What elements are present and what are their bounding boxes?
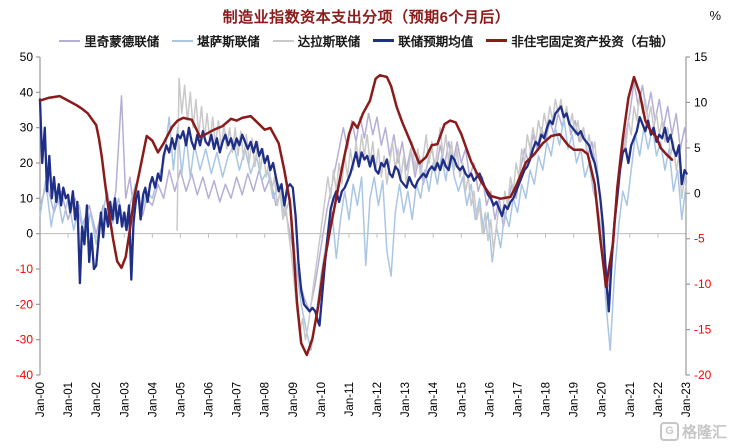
legend-label: 堪萨斯联储 — [197, 35, 260, 49]
x-axis-tick-label: Jan-04 — [147, 381, 159, 417]
left-axis-tick-label: 10 — [20, 191, 34, 205]
legend-item-dallas: 达拉斯联储 — [272, 31, 361, 50]
x-axis-tick-label: Jan-05 — [175, 382, 187, 417]
x-axis-tick-label: Jan-14 — [428, 381, 440, 417]
legend-label: 联储预期均值 — [398, 35, 474, 49]
nonres-investment-line-swatch-icon — [486, 39, 508, 42]
x-axis-tick-label: Jan-19 — [569, 382, 581, 417]
right-axis-tick-label: -10 — [694, 277, 712, 291]
dallas-line-swatch-icon — [272, 39, 294, 42]
x-axis-tick-label: Jan-07 — [232, 382, 244, 417]
x-axis-tick-label: Jan-10 — [316, 382, 328, 417]
legend-item-fed-mean: 联储预期均值 — [373, 31, 473, 50]
x-axis-tick-label: Jan-16 — [484, 382, 496, 417]
x-axis-tick-label: Jan-11 — [344, 382, 356, 416]
x-axis-tick-label: Jan-15 — [456, 382, 468, 417]
legend-item-kansas: 堪萨斯联储 — [172, 31, 260, 50]
right-axis-tick-label: 15 — [694, 50, 708, 64]
watermark: G 格隆汇 — [659, 421, 727, 442]
x-axis-tick-label: Jan-17 — [512, 382, 524, 417]
legend-item-richmond: 里奇蒙德联储 — [59, 31, 159, 50]
x-axis-tick-label: Jan-02 — [91, 382, 103, 417]
chart-title: 制造业指数资本支出分项（预期6个月后） — [222, 9, 511, 26]
legend-label: 非住宅固定资产投资（右轴） — [511, 35, 674, 49]
series-line-fed_mean — [38, 98, 688, 327]
right-axis-tick-label: 0 — [694, 186, 701, 200]
right-axis-tick-label: -15 — [694, 323, 712, 337]
x-axis-tick-label: Jan-12 — [372, 382, 384, 417]
left-axis-tick-label: -30 — [16, 333, 34, 347]
right-axis-unit-label: % — [709, 8, 721, 23]
x-axis-tick-label: Jan-01 — [63, 382, 75, 417]
legend-label: 达拉斯联储 — [297, 35, 361, 49]
left-axis-tick-label: 30 — [20, 121, 34, 135]
gelonghui-logo-icon: G — [659, 422, 679, 441]
left-axis-tick-label: 40 — [20, 85, 34, 99]
series-line-dallas — [176, 77, 688, 341]
x-axis-tick-label: Jan-00 — [35, 382, 47, 417]
kansas-line-swatch-icon — [172, 39, 194, 42]
legend: 里奇蒙德联储 堪萨斯联储 达拉斯联储 联储预期均值 非住宅固定资产投资（右轴） — [0, 31, 733, 50]
left-axis-tick-label: -10 — [16, 262, 34, 276]
right-axis-tick-label: 10 — [694, 95, 708, 109]
legend-item-nonres-investment: 非住宅固定资产投资（右轴） — [486, 31, 674, 50]
right-axis-tick-label: 5 — [694, 141, 701, 155]
left-axis-tick-label: -20 — [16, 297, 34, 311]
richmond-line-swatch-icon — [59, 39, 81, 42]
legend-label: 里奇蒙德联储 — [84, 35, 160, 49]
left-axis-tick-label: 0 — [26, 227, 33, 241]
left-axis-tick-label: -40 — [16, 368, 34, 382]
x-axis-tick-label: Jan-20 — [597, 382, 609, 417]
right-axis-tick-label: -5 — [694, 232, 705, 246]
x-axis-tick-label: Jan-21 — [625, 382, 637, 417]
x-axis-tick-label: Jan-08 — [260, 382, 272, 417]
left-axis-tick-label: 20 — [20, 156, 34, 170]
series-line-nonres_investment — [38, 73, 674, 357]
x-axis-tick-label: Jan-18 — [541, 382, 553, 417]
x-axis-tick-label: Jan-13 — [400, 382, 412, 417]
x-axis-tick-label: Jan-09 — [288, 382, 300, 417]
x-axis-tick-label: Jan-22 — [653, 382, 665, 417]
x-axis-tick-label: Jan-06 — [204, 382, 216, 417]
x-axis-tick-label: Jan-03 — [119, 382, 131, 417]
watermark-text: 格隆汇 — [681, 424, 727, 441]
right-axis-tick-label: -20 — [694, 368, 712, 382]
fed-mean-line-swatch-icon — [373, 39, 395, 42]
x-axis-tick-label: Jan-23 — [681, 382, 693, 417]
left-axis-tick-label: 50 — [20, 50, 34, 64]
